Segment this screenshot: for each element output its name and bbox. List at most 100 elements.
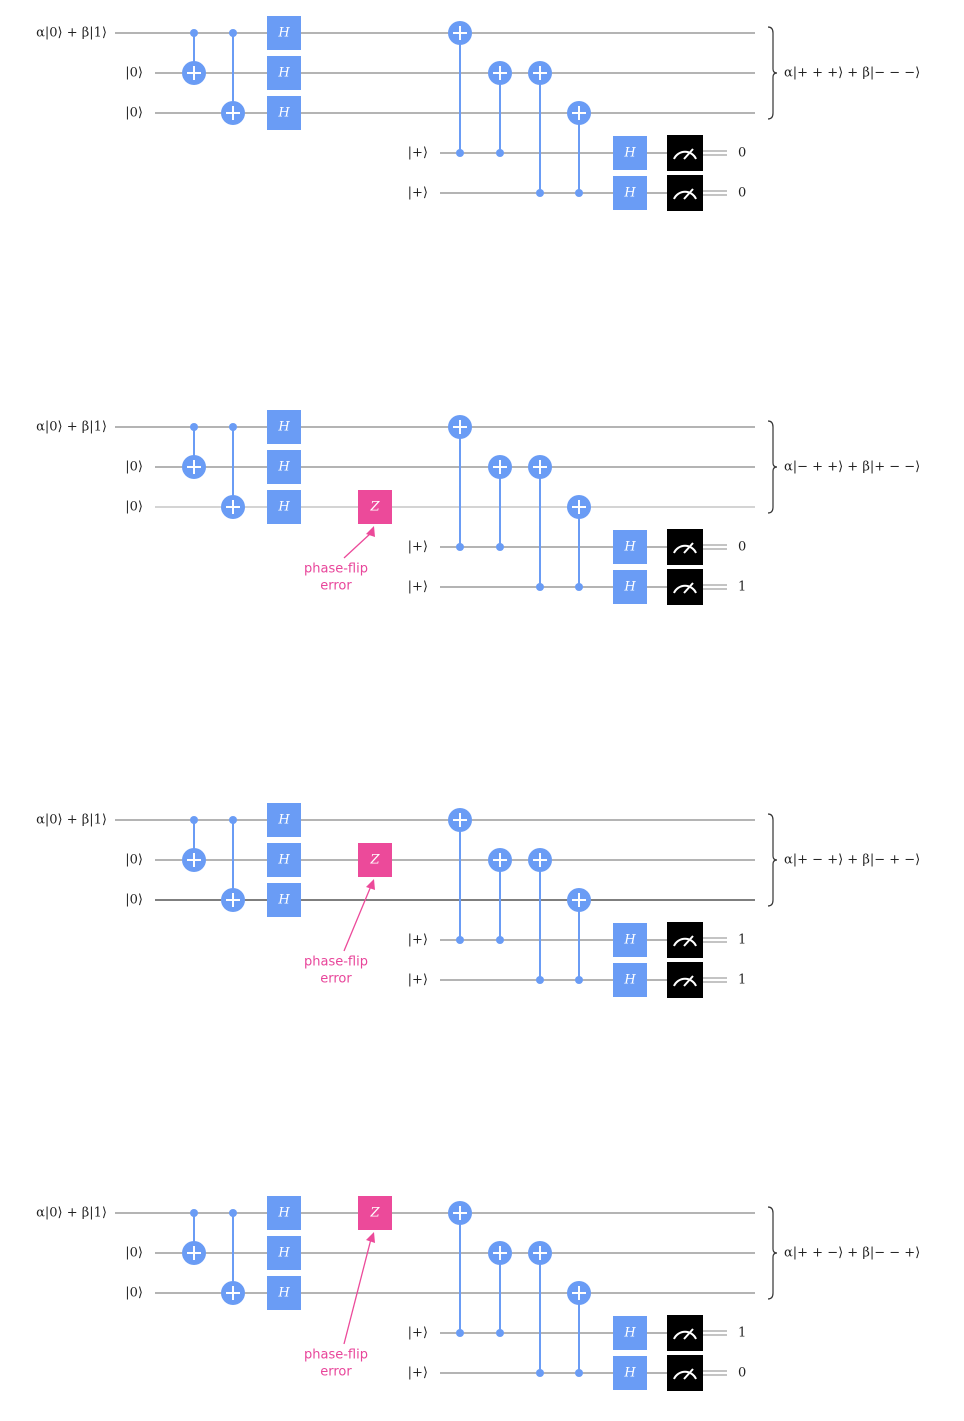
control-dot [496, 149, 504, 157]
control-dot [575, 1369, 583, 1377]
ket-zero-label: |0⟩ [125, 66, 143, 81]
control-dot [190, 29, 198, 37]
control-dot [496, 1329, 504, 1337]
measurement-box [667, 175, 703, 211]
ket-zero-label: |0⟩ [125, 106, 143, 121]
circuit-1: α|0⟩ + β|1⟩ |0⟩ |0⟩ |+⟩ |+⟩ H H H H 0 H 0 α|+ + +⟩ +… [36, 16, 920, 211]
meter-icon [673, 544, 697, 554]
error-arrow-line [343, 885, 372, 952]
hadamard-label: H [277, 106, 290, 121]
ket-zero-label: |0⟩ [125, 853, 143, 868]
output-state-label: α|+ − +⟩ + β|− + −⟩ [784, 853, 920, 868]
control-dot [496, 543, 504, 551]
hadamard-label: H [277, 1246, 290, 1261]
z-gate [358, 1196, 392, 1230]
control-dot [536, 189, 544, 197]
z-gate-label: Z [369, 853, 380, 868]
control-dot [190, 423, 198, 431]
meter-needle [683, 935, 694, 947]
hadamard-gate [613, 570, 647, 604]
hadamard-label: H [277, 1206, 290, 1221]
measurement-result: 0 [738, 186, 746, 201]
ket-plus-label: |+⟩ [408, 973, 428, 988]
ket-plus-label: |+⟩ [408, 186, 428, 201]
meter-icon [673, 937, 697, 947]
ket-zero-label: |0⟩ [125, 1286, 143, 1301]
control-dot [575, 189, 583, 197]
input-state-label: α|0⟩ + β|1⟩ [36, 813, 107, 828]
control-dot [190, 1209, 198, 1217]
meter-needle [683, 148, 694, 160]
measurement-result: 1 [738, 1326, 746, 1341]
hadamard-label: H [623, 580, 636, 595]
hadamard-gate [613, 176, 647, 210]
ket-zero-label: |0⟩ [125, 1246, 143, 1261]
measurement-result: 0 [738, 146, 746, 161]
hadamard-label: H [277, 460, 290, 475]
error-arrow-head [366, 526, 375, 537]
measurement-box [667, 569, 703, 605]
control-dot [229, 816, 237, 824]
hadamard-gate [613, 1316, 647, 1350]
ket-plus-label: |+⟩ [408, 540, 428, 555]
hadamard-gate [267, 843, 301, 877]
input-state-label: α|0⟩ + β|1⟩ [36, 26, 107, 41]
hadamard-gate [267, 450, 301, 484]
circuit-2: α|0⟩ + β|1⟩ |0⟩ |0⟩ |+⟩ |+⟩ H H H H 0 H 1 Zphase-fli… [36, 410, 920, 605]
measurement-result: 0 [738, 1366, 746, 1381]
hadamard-gate [613, 1356, 647, 1390]
brace [767, 813, 778, 907]
meter-needle [683, 975, 694, 987]
hadamard-label: H [277, 893, 290, 908]
control-dot [456, 936, 464, 944]
hadamard-gate [267, 16, 301, 50]
ket-zero-label: |0⟩ [125, 500, 143, 515]
hadamard-label: H [623, 186, 636, 201]
hadamard-gate [613, 136, 647, 170]
measurement-box [667, 962, 703, 998]
output-state-label: α|− + +⟩ + β|+ − −⟩ [784, 460, 920, 475]
meter-needle [683, 188, 694, 200]
hadamard-gate [613, 963, 647, 997]
hadamard-label: H [277, 813, 290, 828]
meter-icon [673, 1330, 697, 1340]
control-dot [229, 423, 237, 431]
hadamard-gate [267, 803, 301, 837]
hadamard-label: H [623, 1366, 636, 1381]
error-arrow-line [343, 1238, 372, 1345]
hadamard-gate [267, 490, 301, 524]
ket-plus-label: |+⟩ [408, 933, 428, 948]
error-label-line1: phase-flip [304, 955, 368, 970]
meter-needle [683, 1328, 694, 1340]
circuit-4: α|0⟩ + β|1⟩ |0⟩ |0⟩ |+⟩ |+⟩ H H H H 1 H 0 Zphase-fli… [36, 1196, 920, 1391]
measurement-result: 1 [738, 973, 746, 988]
error-label-line1: phase-flip [304, 562, 368, 577]
hadamard-label: H [277, 1286, 290, 1301]
input-state-label: α|0⟩ + β|1⟩ [36, 420, 107, 435]
meter-icon [673, 584, 697, 594]
meter-icon [673, 977, 697, 987]
hadamard-gate [267, 410, 301, 444]
hadamard-label: H [623, 973, 636, 988]
meter-icon [673, 190, 697, 200]
ket-plus-label: |+⟩ [408, 580, 428, 595]
measurement-result: 0 [738, 540, 746, 555]
hadamard-gate [267, 883, 301, 917]
meter-icon [673, 150, 697, 160]
ket-zero-label: |0⟩ [125, 893, 143, 908]
input-state-label: α|0⟩ + β|1⟩ [36, 1206, 107, 1221]
control-dot [229, 1209, 237, 1217]
hadamard-gate [267, 1276, 301, 1310]
meter-needle [683, 582, 694, 594]
hadamard-gate [267, 1196, 301, 1230]
error-label-line2: error [320, 579, 352, 594]
measurement-box [667, 1355, 703, 1391]
control-dot [190, 816, 198, 824]
hadamard-gate [613, 923, 647, 957]
error-label-line1: phase-flip [304, 1348, 368, 1363]
brace [767, 1206, 778, 1300]
hadamard-label: H [623, 540, 636, 555]
meter-needle [683, 542, 694, 554]
hadamard-label: H [277, 66, 290, 81]
